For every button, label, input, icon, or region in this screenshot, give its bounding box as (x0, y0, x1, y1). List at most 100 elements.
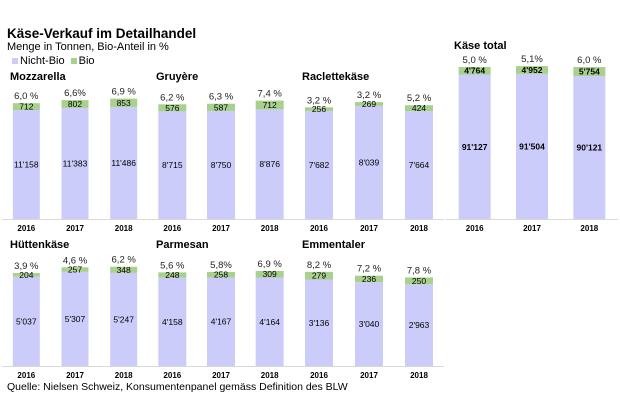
data-label-nicht-bio: 2'963 (409, 320, 430, 330)
data-label-bio: 236 (362, 274, 376, 284)
bar-nicht-bio (355, 105, 383, 219)
x-tick-label: 2016 (163, 224, 181, 233)
bar-bio (61, 267, 89, 272)
data-label-bio: 250 (412, 276, 426, 286)
x-tick-label: 2017 (66, 224, 84, 233)
x-tick-label: 2018 (410, 371, 428, 380)
bio-share-label: 6,2 % (160, 92, 185, 103)
data-label-nicht-bio: 91'504 (519, 141, 545, 151)
data-label-bio: 348 (117, 265, 131, 275)
bar-bio (158, 272, 187, 278)
bar-nicht-bio (405, 111, 433, 219)
bio-share-label: 6,3 % (209, 92, 234, 103)
data-label-bio: 802 (68, 99, 82, 109)
data-label-nicht-bio: 3'040 (359, 319, 380, 329)
data-label-bio: 4'764 (464, 66, 485, 76)
x-tick-label: 2017 (523, 224, 541, 233)
data-label-nicht-bio: 4'164 (259, 317, 280, 327)
bio-share-label: 6,2 % (112, 255, 137, 266)
bar-bio (207, 103, 235, 111)
panel-title-parmesan: Parmesan (156, 239, 209, 251)
data-label-bio: 576 (165, 103, 179, 113)
bar-bio (12, 103, 40, 111)
legend: Nicht-Bio Bio (12, 55, 101, 67)
data-label-bio: 204 (19, 270, 33, 280)
bar-nicht-bio (61, 271, 89, 366)
bar-bio (355, 275, 383, 283)
x-tick-label: 2017 (360, 371, 378, 380)
x-tick-label: 2016 (163, 371, 181, 380)
data-label-nicht-bio: 3'136 (309, 318, 330, 328)
data-label-nicht-bio: 90'121 (576, 143, 602, 153)
panel-title-gruyere: Gruyère (156, 71, 198, 83)
bio-share-label: 3,2 % (307, 95, 332, 106)
bar-bio (305, 107, 333, 111)
bar-nicht-bio (12, 110, 40, 219)
x-tick-label: 2017 (66, 371, 84, 380)
data-label-nicht-bio: 11'486 (111, 158, 136, 168)
bar-nicht-bio (255, 277, 284, 366)
bio-share-label: 6,6% (64, 88, 86, 99)
x-tick-label: 2016 (310, 371, 328, 380)
bar-bio (110, 266, 138, 273)
bio-share-label: 3,9 % (14, 261, 39, 272)
bar-nicht-bio (458, 74, 491, 219)
bio-share-label: 6,0 % (14, 91, 39, 102)
data-label-bio: 248 (165, 270, 179, 280)
x-tick-label: 2018 (261, 371, 279, 380)
bar-bio (12, 273, 40, 277)
data-label-bio: 424 (412, 103, 426, 113)
bar-bio (158, 104, 187, 112)
bar-nicht-bio (255, 109, 284, 219)
bio-share-label: 5,8% (210, 260, 232, 271)
panel-title-huttenkase: Hüttenkäse (10, 239, 69, 251)
data-label-nicht-bio: 8'039 (359, 157, 380, 167)
data-label-nicht-bio: 11'158 (14, 160, 39, 170)
bio-share-label: 4,6 % (63, 255, 88, 266)
bio-share-label: 5,0 % (463, 55, 488, 66)
data-label-nicht-bio: 8'876 (259, 159, 280, 169)
panel-title-kase-total: Käse total (454, 40, 507, 52)
x-tick-label: 2018 (115, 371, 133, 380)
data-label-bio: 257 (68, 265, 82, 275)
bar-bio (61, 100, 89, 108)
bio-share-label: 5,1% (521, 54, 543, 65)
panel-title-mozzarella: Mozzarella (10, 71, 67, 83)
data-label-bio: 309 (263, 269, 277, 279)
data-label-nicht-bio: 7'664 (409, 160, 430, 170)
x-tick-label: 2018 (261, 224, 279, 233)
data-label-nicht-bio: 5'247 (113, 314, 134, 324)
bar-bio (207, 271, 235, 278)
data-label-nicht-bio: 11'383 (63, 158, 88, 168)
data-label-nicht-bio: 8'750 (211, 160, 232, 170)
bar-nicht-bio (110, 272, 138, 366)
x-tick-label: 2017 (212, 224, 230, 233)
x-tick-label: 2016 (310, 224, 328, 233)
bar-nicht-bio (207, 277, 235, 366)
bar-nicht-bio (355, 282, 383, 366)
bar-nicht-bio (61, 107, 89, 219)
legend-label-bio: Bio (78, 55, 95, 67)
bio-share-label: 7,2 % (357, 264, 382, 275)
bio-share-label: 7,8 % (407, 265, 432, 276)
bar-bio (255, 270, 284, 278)
data-label-bio: 258 (214, 270, 228, 280)
x-tick-label: 2018 (580, 224, 598, 233)
legend-swatch-nicht-bio (12, 58, 18, 64)
bar-nicht-bio (207, 110, 235, 219)
bar-nicht-bio (305, 110, 333, 219)
data-label-bio: 853 (117, 98, 131, 108)
bar-nicht-bio (110, 106, 138, 219)
data-label-bio: 5'754 (579, 67, 600, 77)
bar-bio (405, 105, 433, 112)
bio-share-label: 8,2 % (307, 260, 332, 271)
bio-share-label: 6,0 % (577, 55, 602, 66)
source-note: Quelle: Nielsen Schweiz, Konsumentenpane… (7, 381, 348, 393)
x-tick-label: 2017 (212, 371, 230, 380)
data-label-bio: 712 (263, 100, 277, 110)
bar-nicht-bio (405, 284, 433, 366)
bio-share-label: 7,4 % (258, 89, 283, 100)
bio-share-label: 6,9 % (258, 259, 283, 270)
data-label-nicht-bio: 5'037 (16, 316, 37, 326)
